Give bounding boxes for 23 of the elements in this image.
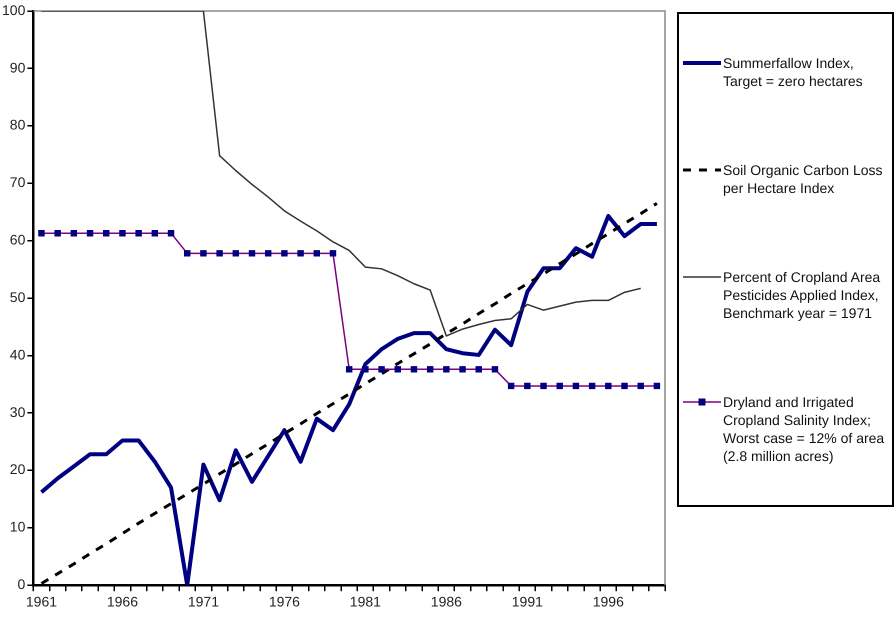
legend-label: Soil Organic Carbon Loss per Hectare Index: [723, 160, 884, 197]
y-tick-label: 30: [10, 404, 26, 420]
y-tick-label: 20: [10, 461, 26, 478]
x-tick-label: 1981: [350, 593, 382, 610]
y-tick-label: 0: [18, 576, 26, 592]
y-tick-label: 40: [10, 346, 26, 362]
y-tick-label: 80: [10, 116, 26, 133]
x-tick-label: 1991: [512, 593, 544, 610]
y-tick-label: 10: [10, 518, 26, 535]
y-tick-label: 100: [2, 2, 26, 18]
y-tick-label: 60: [10, 232, 26, 248]
x-tick-label: 1976: [268, 593, 300, 610]
x-tick-label: 1966: [106, 593, 138, 610]
legend-label: Summerfallow Index, Target = zero hectares: [723, 54, 864, 90]
x-tick-label: 1996: [592, 593, 624, 610]
y-tick-label: 70: [10, 174, 26, 190]
y-tick-label: 90: [10, 59, 26, 76]
legend-label: Percent of Cropland Area Pesticides Applied Index, Benchmark year = 1971: [723, 268, 882, 322]
x-tick-label: 1961: [26, 593, 58, 610]
x-tick-label: 1986: [430, 593, 462, 610]
x-tick-label: 1971: [188, 593, 220, 610]
y-tick-label: 50: [10, 288, 26, 305]
legend-label: Dryland and Irrigated Cropland Salinity Index; Worst case = 12% of area (2.8 million acres): [723, 393, 886, 466]
